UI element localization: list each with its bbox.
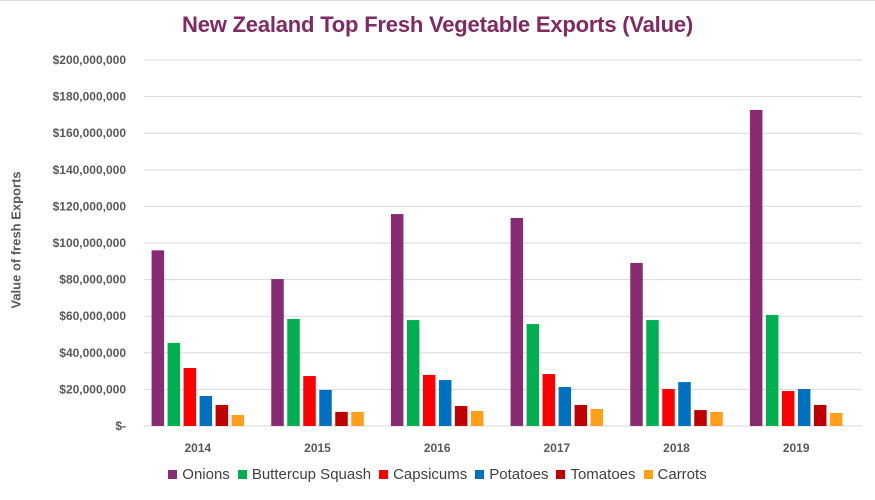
legend-swatch <box>237 470 247 479</box>
x-tick-label: 2014 <box>184 441 211 455</box>
legend-item: Tomatoes <box>556 466 636 483</box>
y-tick-label: $60,000,000 <box>59 309 126 323</box>
legend-label: Buttercup Squash <box>251 466 372 483</box>
bar-potatoes-2019 <box>797 389 811 426</box>
y-tick-label: $200,000,000 <box>53 53 127 67</box>
y-tick-label: $- <box>115 419 126 433</box>
bar-tomatoes-2018 <box>694 410 707 426</box>
legend-swatch <box>643 470 653 479</box>
bar-tomatoes-2014 <box>215 404 229 426</box>
y-tick-label: $20,000,000 <box>59 382 126 396</box>
bar-potatoes-2018 <box>678 382 691 426</box>
bar-onions-2014 <box>151 250 165 426</box>
bar-onions-2019 <box>749 109 763 427</box>
bar-tomatoes-2015 <box>335 411 348 426</box>
bar-tomatoes-2016 <box>454 406 468 426</box>
bar-potatoes-2016 <box>438 380 452 426</box>
bar-tomatoes-2017 <box>574 404 588 426</box>
bar-onions-2017 <box>510 217 524 426</box>
legend-label: Onions <box>182 466 230 483</box>
top-border <box>0 0 875 1</box>
bar-buttercup-squash-2015 <box>287 318 300 426</box>
legend-item: Buttercup Squash <box>237 466 372 483</box>
legend-label: Tomatoes <box>570 466 636 483</box>
chart-title: New Zealand Top Fresh Vegetable Exports … <box>182 12 693 37</box>
bar-potatoes-2015 <box>319 389 332 426</box>
bar-capsicums-2015 <box>303 376 316 426</box>
chart-legend: Onions Buttercup Squash Capsicums Potatoes T… <box>0 466 875 483</box>
legend-item: Potatoes <box>475 466 548 483</box>
legend-item: Carrots <box>643 466 707 483</box>
x-tick-label: 2019 <box>783 441 810 455</box>
bar-carrots-2015 <box>351 411 364 426</box>
bar-potatoes-2017 <box>558 387 572 426</box>
bar-carrots-2018 <box>710 411 723 426</box>
bar-capsicums-2018 <box>662 389 675 426</box>
legend-swatch <box>475 470 485 479</box>
legend-label: Potatoes <box>489 466 549 483</box>
bar-carrots-2016 <box>470 410 484 426</box>
y-tick-label: $120,000,000 <box>53 199 127 213</box>
bar-capsicums-2014 <box>183 367 197 426</box>
bar-onions-2018 <box>630 262 643 426</box>
bar-buttercup-squash-2018 <box>646 320 659 426</box>
legend-label: Capsicums <box>393 466 468 483</box>
legend-swatch <box>379 470 389 479</box>
bar-tomatoes-2019 <box>813 404 827 426</box>
legend-item: Capsicums <box>379 466 467 483</box>
legend-label: Carrots <box>657 466 707 483</box>
bar-carrots-2019 <box>829 413 843 426</box>
y-tick-label: $40,000,000 <box>59 346 126 360</box>
x-tick-label: 2015 <box>304 441 331 455</box>
y-tick-label: $140,000,000 <box>53 163 127 177</box>
legend-swatch <box>556 470 566 479</box>
bar-carrots-2017 <box>590 408 604 426</box>
legend-item: Onions <box>168 466 230 483</box>
x-tick-label: 2018 <box>663 441 690 455</box>
y-tick-label: $160,000,000 <box>53 126 127 140</box>
legend-swatch <box>168 470 178 479</box>
x-tick-label: 2016 <box>424 441 451 455</box>
bar-onions-2015 <box>271 279 284 426</box>
bar-buttercup-squash-2014 <box>167 342 181 426</box>
y-tick-label: $100,000,000 <box>53 236 127 250</box>
bar-buttercup-squash-2019 <box>765 314 779 426</box>
bar-capsicums-2019 <box>781 391 795 426</box>
x-tick-label: 2017 <box>543 441 570 455</box>
bar-capsicums-2017 <box>542 374 556 426</box>
y-tick-label: $80,000,000 <box>59 273 126 287</box>
bar-potatoes-2014 <box>199 395 213 426</box>
bar-buttercup-squash-2016 <box>406 320 420 426</box>
bar-capsicums-2016 <box>422 374 436 426</box>
y-tick-label: $180,000,000 <box>53 90 127 104</box>
bar-buttercup-squash-2017 <box>526 324 540 426</box>
bar-onions-2016 <box>390 214 404 426</box>
bar-carrots-2014 <box>231 415 245 426</box>
